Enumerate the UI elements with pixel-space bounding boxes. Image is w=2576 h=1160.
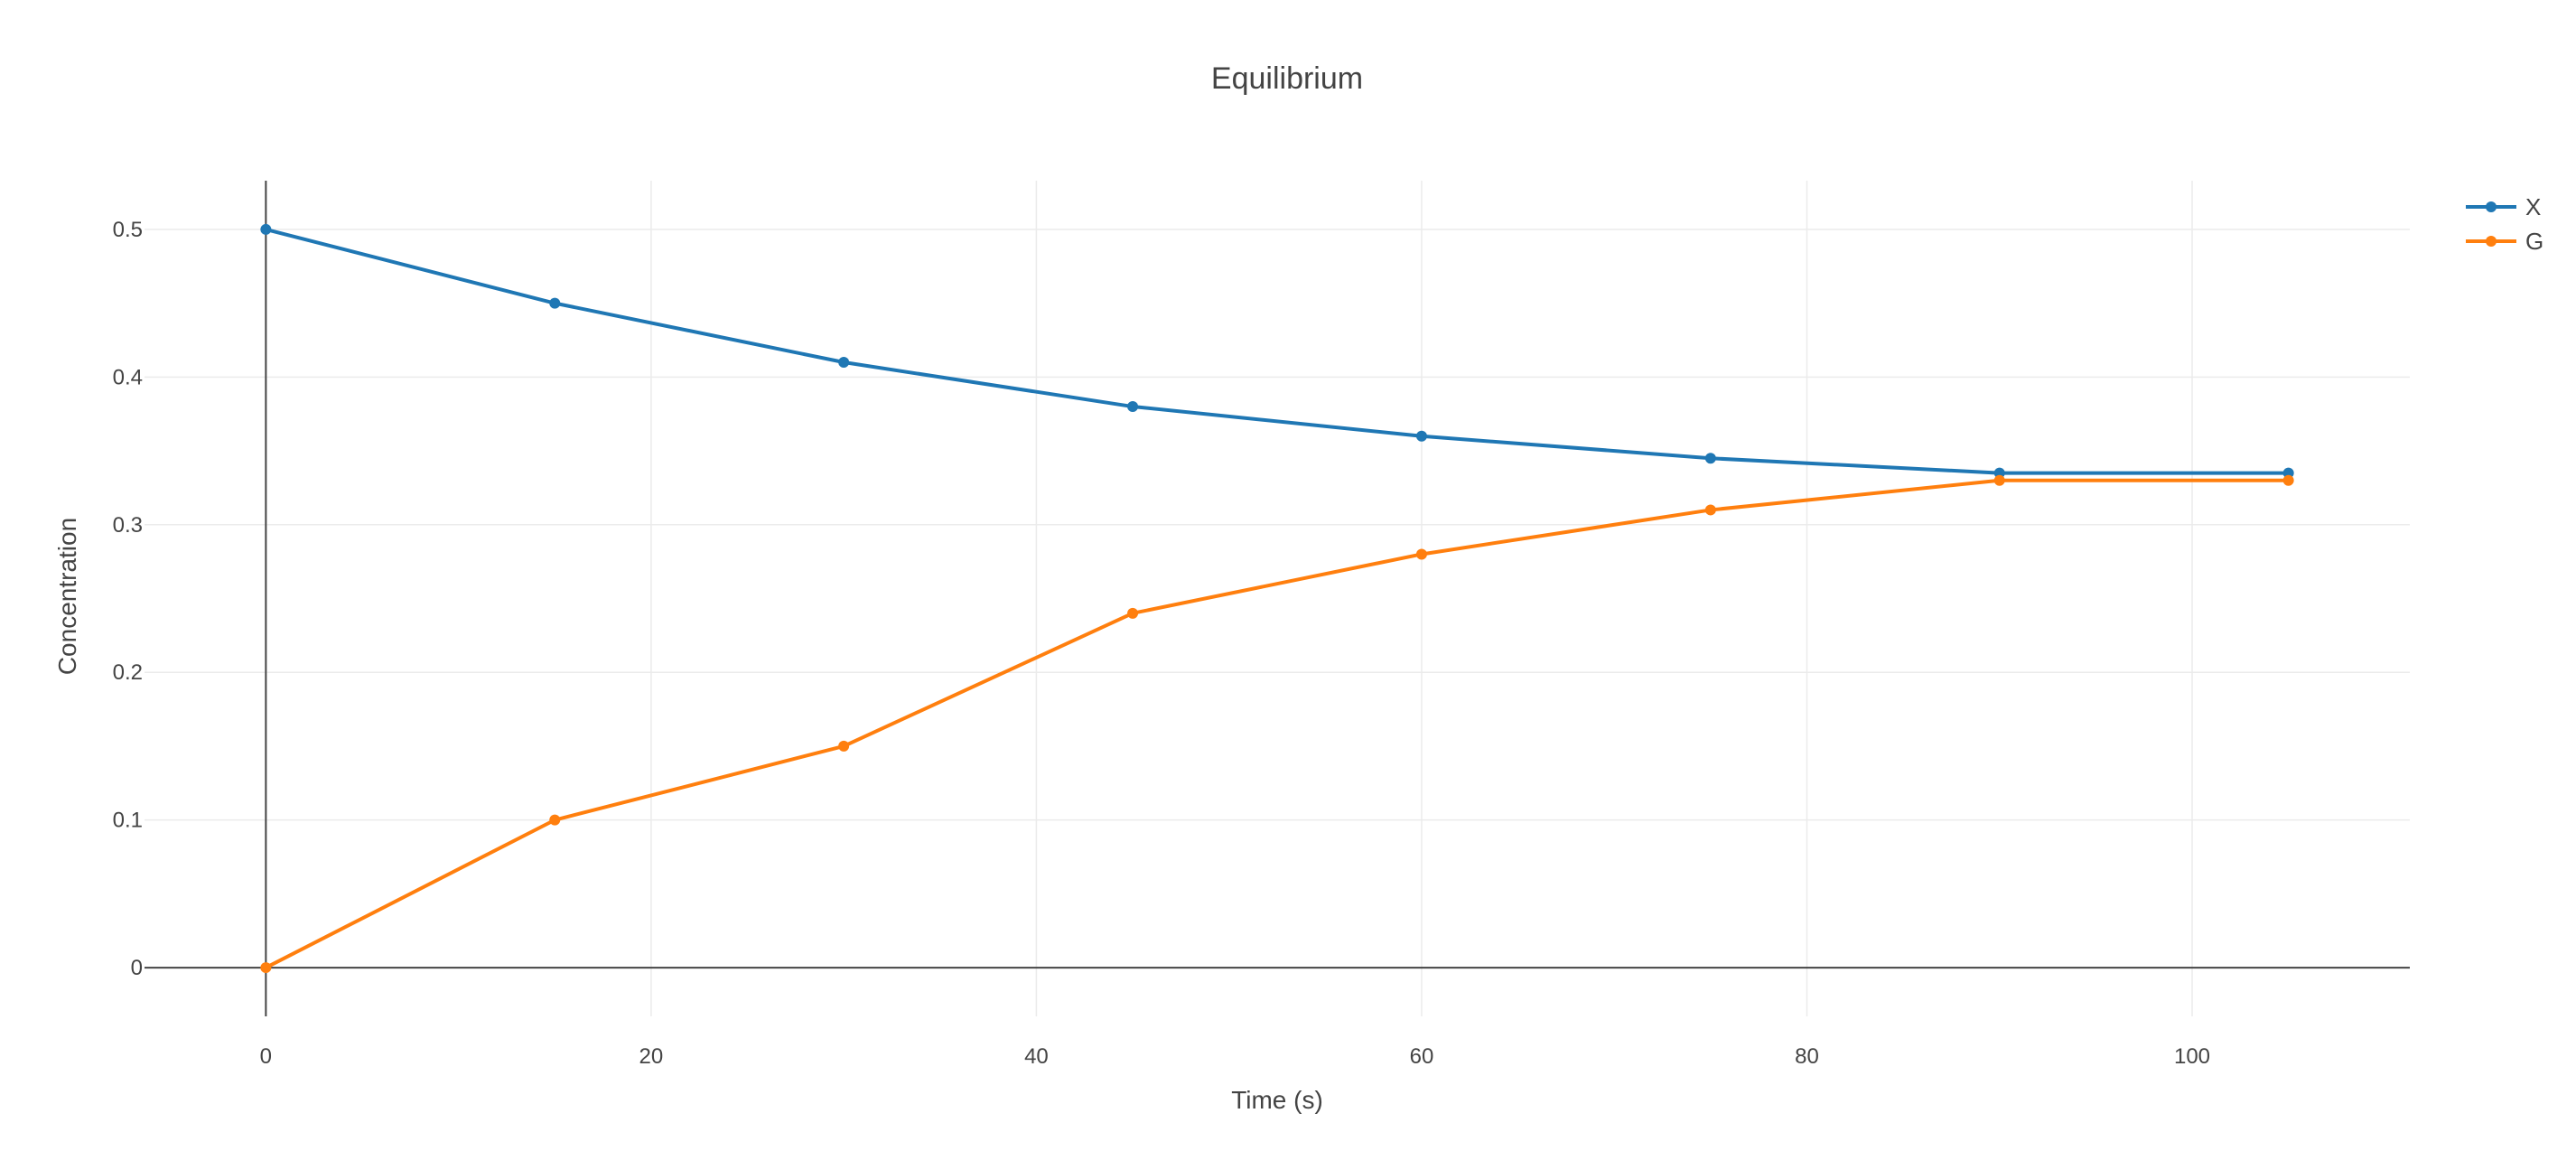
data-point-x[interactable] (1127, 401, 1139, 413)
data-point-g[interactable] (1415, 548, 1427, 560)
data-point-x[interactable] (549, 297, 561, 309)
y-tick-label: 0.2 (113, 660, 143, 685)
legend-label: G (2525, 228, 2543, 255)
legend-item-x[interactable]: X (2466, 193, 2541, 220)
y-tick-label: 0.3 (113, 513, 143, 538)
x-tick-label: 20 (639, 1044, 664, 1069)
data-point-g[interactable] (260, 962, 272, 974)
x-tick-label: 100 (2174, 1044, 2210, 1069)
data-point-g[interactable] (838, 740, 850, 752)
data-point-g[interactable] (549, 814, 561, 826)
x-tick-label: 80 (1795, 1044, 1819, 1069)
x-axis-title: Time (s) (1231, 1086, 1323, 1114)
x-tick-label: 60 (1410, 1044, 1434, 1069)
y-tick-label: 0.5 (113, 218, 143, 242)
series-line-x (265, 227, 2289, 475)
axes (145, 181, 2410, 1016)
tick-labels: 0 20 40 60 80 100 0 0.1 0.2 0.3 0.4 0.5 (113, 218, 2210, 1069)
series-layer (260, 223, 2294, 974)
chart-title: Equilibrium (1211, 61, 1363, 96)
data-point-x[interactable] (1415, 430, 1427, 442)
data-point-g[interactable] (1704, 504, 1716, 516)
legend-swatch-marker (2486, 236, 2497, 247)
y-tick-label: 0.4 (113, 365, 143, 389)
gridlines (145, 181, 2410, 1016)
data-point-x[interactable] (838, 357, 850, 369)
data-point-x[interactable] (1704, 453, 1716, 464)
data-point-g[interactable] (1127, 607, 1139, 619)
data-point-g[interactable] (1993, 474, 2005, 486)
y-tick-label: 0.1 (113, 809, 143, 833)
data-point-g[interactable] (2282, 474, 2294, 486)
x-tick-label: 40 (1024, 1044, 1049, 1069)
series-line-g (265, 478, 2289, 969)
x-tick-label: 0 (260, 1044, 272, 1069)
y-tick-label: 0 (131, 956, 143, 980)
data-point-x[interactable] (260, 223, 272, 235)
legend-label: X (2525, 193, 2541, 220)
y-axis-title: Concentration (53, 518, 81, 675)
legend[interactable]: XG (2466, 193, 2543, 255)
legend-item-g[interactable]: G (2466, 228, 2543, 255)
legend-swatch-marker (2486, 201, 2497, 212)
